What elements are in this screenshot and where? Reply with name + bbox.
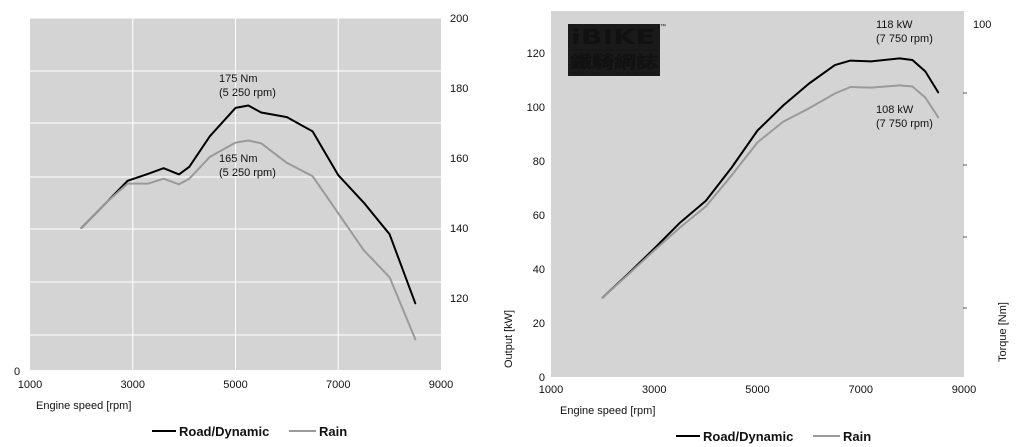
x-tick-label: 1000: [539, 384, 563, 396]
torque-chart: 1000 3000 5000 7000 9000 0 120 140 160 180 200 Eng…: [14, 13, 468, 439]
logo-tm: ™: [660, 23, 666, 30]
legend-label-road: Road/Dynamic: [703, 429, 793, 444]
legend-label-rain: Rain: [319, 424, 347, 439]
logo-chinese: 鐵騎網誌: [570, 52, 658, 73]
y-tick-label: 0: [539, 372, 545, 384]
y-right-tick-label: 140: [450, 223, 468, 235]
tick-labels: 1000 3000 5000 7000 9000 0 20 40 60 80 100 120 100: [527, 19, 992, 396]
ibike-logo: iBIKE ™ THE PERFORMANCE ONLINE MAGAZINE …: [568, 23, 666, 76]
series-lines: [80, 104, 417, 341]
output-chart: 1000 3000 5000 7000 9000 0 20 40 60 80 100 120 100 E…: [503, 11, 1009, 444]
series-line-road-dynamic: [601, 57, 940, 299]
y-tick-label: 0: [14, 366, 20, 378]
logo-background: [568, 24, 660, 76]
series-line-rain: [80, 139, 417, 341]
legend-label-rain: Rain: [843, 429, 871, 444]
annotation-road-peak-rpm: (5 250 rpm): [219, 87, 276, 99]
y-tick-label: 60: [533, 210, 545, 222]
y-right-tick-label: 160: [450, 153, 468, 165]
y-right-axis-label: Torque [Nm]: [997, 302, 1009, 362]
y-tick-label: 120: [527, 48, 545, 60]
grid: [30, 17, 441, 370]
legend: Road/Dynamic Rain: [152, 424, 347, 439]
y-right-tick-label: 120: [450, 293, 468, 305]
series-lines: [601, 57, 940, 299]
x-tick-label: 1000: [18, 379, 42, 391]
annotation-road-peak: 118 kW: [876, 19, 913, 31]
logo-text: iBIKE: [571, 25, 655, 49]
annotation-rain-peak-rpm: (7 750 rpm): [876, 118, 933, 130]
x-tick-label: 7000: [326, 379, 350, 391]
annotation-rain-peak: 165 Nm: [219, 153, 258, 165]
tick-labels: 1000 3000 5000 7000 9000 0 120 140 160 180 200: [14, 13, 468, 391]
series-line-rain: [601, 84, 940, 299]
logo-tagline-bottom: THE BEST PLACE TO BUY, TO SELL, OR JUST …: [570, 71, 658, 75]
legend: Road/Dynamic Rain: [676, 429, 871, 444]
y-tick-label: 80: [533, 156, 545, 168]
x-tick-label: 5000: [223, 379, 247, 391]
y-right-tick-label: 180: [450, 83, 468, 95]
logo-tagline-top: THE PERFORMANCE ONLINE MAGAZINE SINCE 20…: [570, 48, 659, 52]
x-tick-label: 9000: [429, 379, 453, 391]
x-axis-label: Engine speed [rpm]: [36, 400, 131, 412]
annotation-rain-peak-rpm: (5 250 rpm): [219, 167, 276, 179]
y-tick-label: 20: [533, 318, 545, 330]
x-tick-label: 9000: [952, 384, 976, 396]
y-right-tick-label: 200: [450, 13, 468, 25]
x-tick-label: 3000: [642, 384, 666, 396]
legend-label-road: Road/Dynamic: [179, 424, 269, 439]
y-tick-label: 40: [533, 264, 545, 276]
annotation-rain-peak: 108 kW: [876, 104, 914, 116]
x-tick-label: 7000: [849, 384, 873, 396]
y-tick-label: 100: [527, 102, 545, 114]
x-tick-label: 5000: [745, 384, 769, 396]
y-right-tick-label: 100: [973, 19, 991, 31]
x-axis-label: Engine speed [rpm]: [560, 405, 655, 417]
x-tick-label: 3000: [121, 379, 145, 391]
annotation-road-peak: 175 Nm: [219, 73, 258, 85]
series-line-road-dynamic: [80, 104, 417, 305]
y-axis-label: Output [kW]: [503, 310, 515, 368]
annotation-road-peak-rpm: (7 750 rpm): [876, 33, 933, 45]
